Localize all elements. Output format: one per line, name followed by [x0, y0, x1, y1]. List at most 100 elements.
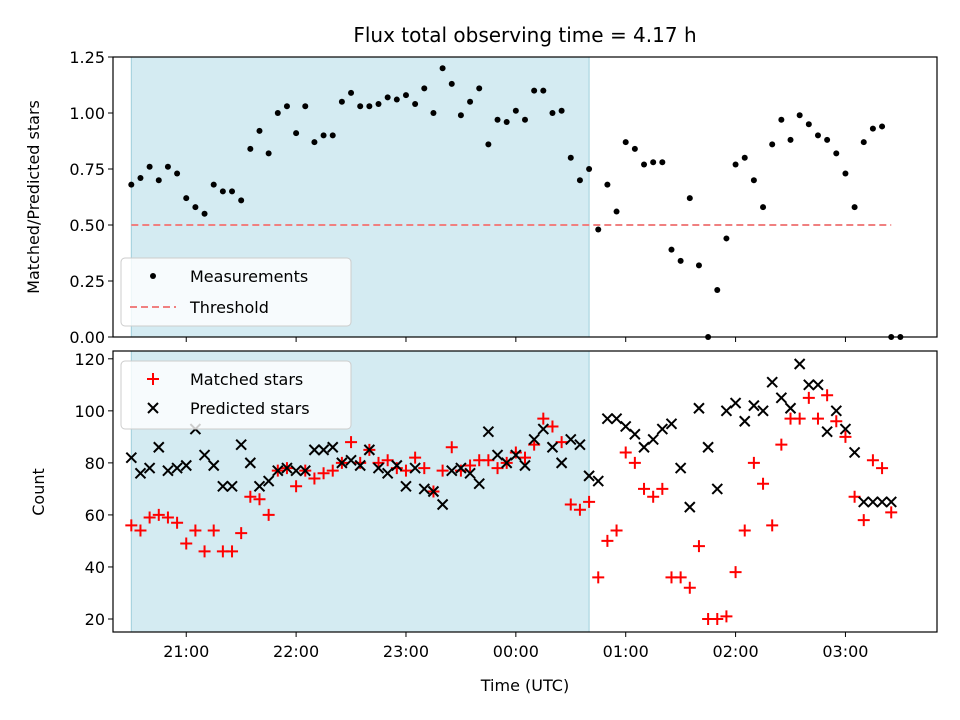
matched-star-point	[253, 493, 266, 506]
matched-star-point	[738, 524, 751, 537]
measurement-point	[531, 87, 538, 94]
measurement-point	[503, 118, 510, 125]
matched-star-point	[308, 472, 321, 485]
measurement-point	[256, 127, 263, 134]
measurement-point	[760, 204, 767, 211]
predicted-star-point	[491, 449, 504, 461]
matched-star-point	[830, 415, 843, 428]
top-x-ticks	[185, 337, 846, 342]
measurement-points	[128, 65, 904, 340]
matched-star-point	[546, 420, 559, 433]
measurement-point	[677, 257, 684, 264]
measurement-point	[201, 210, 208, 217]
top-y-axis-label: Matched/Predicted stars	[24, 100, 43, 294]
predicted-star-point	[308, 444, 321, 456]
predicted-star-point	[235, 438, 247, 451]
predicted-star-point	[171, 462, 183, 474]
bottom-y-axis-label: Count	[29, 468, 48, 516]
matched-star-point	[793, 412, 806, 425]
y-tick-label: 0.75	[69, 160, 105, 179]
matched-star-point	[592, 571, 605, 584]
top-legend: Measurements Threshold	[120, 257, 352, 327]
predicted-star-point	[290, 464, 302, 477]
measurement-point	[183, 195, 190, 202]
predicted-star-point	[153, 441, 165, 453]
matched-star-point	[711, 612, 724, 625]
matched-star-point	[610, 524, 623, 537]
measurement-point	[540, 87, 547, 94]
matched-star-point	[848, 490, 861, 503]
measurement-point	[732, 161, 739, 168]
matched-star-point	[491, 462, 504, 475]
matched-star-point	[573, 503, 586, 516]
matched-star-point	[692, 540, 705, 553]
predicted-star-point	[537, 423, 550, 435]
bottom-x-ticks: 21:00 22:00 23:00 00:00 01:00 02:00 03:00	[163, 632, 868, 661]
predicted-star-point	[720, 405, 733, 417]
measurement-point	[329, 132, 336, 139]
matched-star-point	[766, 519, 779, 532]
measurement-point	[869, 125, 876, 132]
measurement-point	[604, 181, 611, 188]
measurement-point	[522, 116, 528, 123]
measurement-point	[174, 170, 181, 177]
matched-star-point	[244, 490, 257, 503]
measurement-point	[650, 159, 657, 166]
predicted-star-point	[848, 446, 861, 459]
predicted-star-point	[180, 459, 192, 472]
predicted-star-point	[583, 470, 595, 482]
matched-star-point	[464, 459, 477, 472]
measurement-point	[229, 188, 236, 195]
measurement-point	[384, 94, 391, 101]
predicted-star-point	[391, 459, 403, 472]
measurement-point	[402, 92, 409, 99]
matched-star-point	[885, 506, 898, 519]
matched-star-point	[326, 464, 339, 477]
predicted-star-point	[143, 462, 156, 474]
legend-predicted-label: Predicted stars	[190, 399, 310, 418]
predicted-star-point	[665, 418, 678, 430]
y-tick-label: 1.00	[69, 104, 105, 123]
measurement-point	[247, 145, 254, 152]
predicted-star-point	[546, 441, 559, 453]
measurement-point	[613, 208, 620, 215]
matched-star-point	[381, 454, 394, 467]
measurement-point	[128, 181, 135, 188]
predicted-star-point	[592, 475, 604, 487]
predicted-star-point	[711, 483, 723, 495]
predicted-star-point	[436, 498, 449, 511]
measurement-point	[485, 141, 492, 148]
measurement-point	[567, 154, 574, 161]
predicted-star-point	[510, 449, 522, 461]
predicted-star-point	[601, 412, 614, 425]
y-tick-label: 80	[85, 454, 105, 473]
x-tick-label: 00:00	[493, 642, 539, 661]
measurement-point	[686, 195, 693, 202]
predicted-star-point	[372, 462, 385, 474]
measurement-point	[805, 121, 812, 128]
matched-star-point	[482, 454, 495, 467]
predicted-star-point	[381, 467, 394, 479]
matched-star-point	[564, 498, 577, 511]
y-tick-label: 60	[85, 506, 105, 525]
measurement-point	[860, 139, 867, 146]
matched-star-point	[656, 482, 669, 495]
x-tick-label: 02:00	[713, 642, 759, 661]
predicted-star-point	[674, 462, 687, 474]
matched-star-point	[720, 610, 733, 623]
measurement-point	[668, 246, 675, 253]
matched-star-point	[409, 451, 422, 464]
matched-star-point	[683, 581, 696, 594]
predicted-star-point	[693, 402, 705, 414]
matched-star-point	[143, 511, 156, 524]
measurement-point	[311, 139, 318, 146]
measurement-point	[796, 112, 803, 119]
measurement-point	[448, 80, 455, 87]
x-tick-label: 22:00	[273, 642, 319, 661]
x-axis-label: Time (UTC)	[480, 676, 569, 695]
predicted-star-point	[262, 475, 275, 487]
predicted-star-point	[702, 441, 714, 453]
measurement-point	[824, 136, 831, 143]
measurement-point	[338, 98, 345, 105]
predicted-star-point	[647, 433, 659, 446]
